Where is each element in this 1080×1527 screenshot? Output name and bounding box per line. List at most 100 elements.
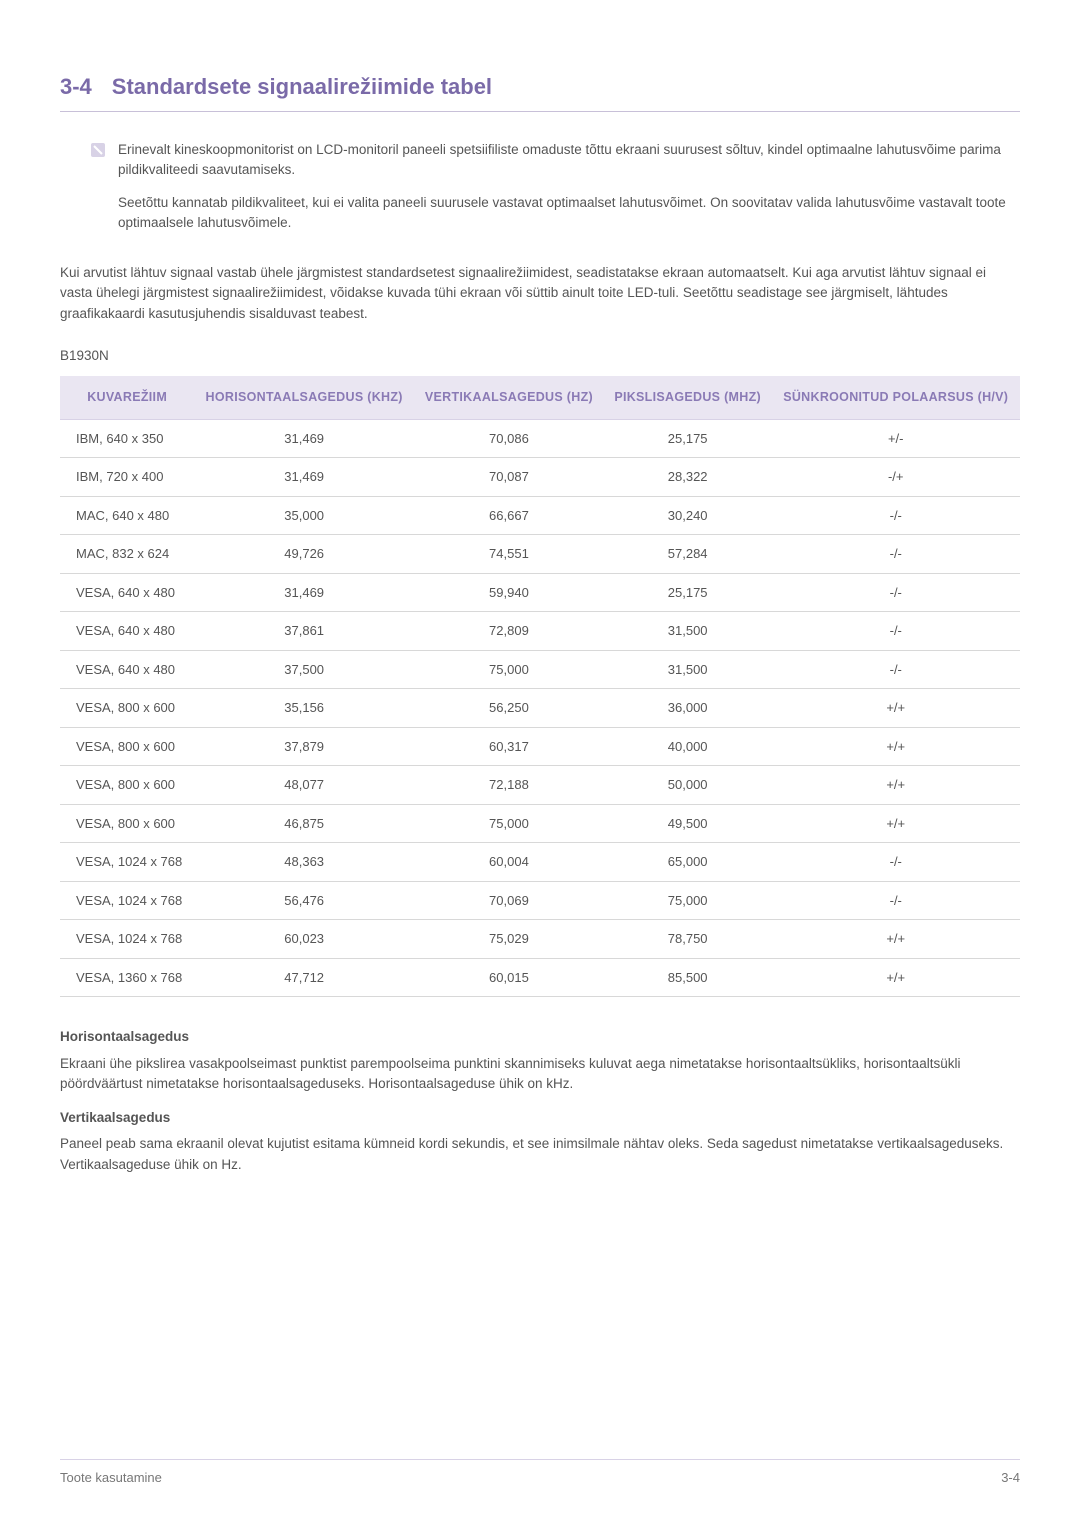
table-cell: 60,015 (414, 958, 604, 997)
table-cell: 60,317 (414, 727, 604, 766)
table-row: IBM, 640 x 35031,46970,08625,175+/- (60, 419, 1020, 458)
table-cell: VESA, 800 x 600 (60, 804, 194, 843)
table-cell: -/- (772, 612, 1021, 651)
table-cell: -/- (772, 535, 1021, 574)
table-header-row: KUVAREŽIIM HORISONTAALSAGEDUS (KHZ) VERT… (60, 376, 1020, 419)
table-cell: VESA, 640 x 480 (60, 650, 194, 689)
table-cell: 48,077 (194, 766, 414, 805)
table-cell: -/- (772, 496, 1021, 535)
table-cell: 37,500 (194, 650, 414, 689)
table-cell: 78,750 (604, 920, 772, 959)
table-cell: +/+ (772, 689, 1021, 728)
table-cell: 75,000 (414, 804, 604, 843)
table-cell: VESA, 800 x 600 (60, 689, 194, 728)
page-footer: Toote kasutamine 3-4 (60, 1459, 1020, 1488)
table-cell: +/+ (772, 804, 1021, 843)
def-v-body: Paneel peab sama ekraanil olevat kujutis… (60, 1134, 1020, 1175)
section-heading: 3-4 Standardsete signaalirežiimide tabel (60, 70, 1020, 112)
table-cell: 47,712 (194, 958, 414, 997)
table-cell: 31,500 (604, 650, 772, 689)
model-label: B1930N (60, 346, 1020, 366)
table-body: IBM, 640 x 35031,46970,08625,175+/-IBM, … (60, 419, 1020, 997)
table-cell: 31,500 (604, 612, 772, 651)
table-row: VESA, 800 x 60046,87575,00049,500+/+ (60, 804, 1020, 843)
col-mode: KUVAREŽIIM (60, 376, 194, 419)
table-cell: 72,188 (414, 766, 604, 805)
table-cell: 60,023 (194, 920, 414, 959)
table-cell: 25,175 (604, 573, 772, 612)
def-h-title: Horisontaalsagedus (60, 1027, 1020, 1047)
info-icon (90, 142, 106, 164)
table-cell: 49,500 (604, 804, 772, 843)
col-polarity: SÜNKROONITUD POLAARSUS (H/V) (772, 376, 1021, 419)
table-cell: -/- (772, 843, 1021, 882)
table-cell: VESA, 640 x 480 (60, 573, 194, 612)
def-h-body: Ekraani ühe pikslirea vasakpoolseimast p… (60, 1054, 1020, 1095)
table-cell: +/- (772, 419, 1021, 458)
table-cell: 31,469 (194, 419, 414, 458)
table-cell: 48,363 (194, 843, 414, 882)
table-row: VESA, 640 x 48031,46959,94025,175-/- (60, 573, 1020, 612)
table-cell: 72,809 (414, 612, 604, 651)
table-cell: -/+ (772, 458, 1021, 497)
table-head: KUVAREŽIIM HORISONTAALSAGEDUS (KHZ) VERT… (60, 376, 1020, 419)
table-row: MAC, 832 x 62449,72674,55157,284-/- (60, 535, 1020, 574)
table-cell: 50,000 (604, 766, 772, 805)
col-vfreq: VERTIKAALSAGEDUS (HZ) (414, 376, 604, 419)
table-cell: 59,940 (414, 573, 604, 612)
table-cell: 36,000 (604, 689, 772, 728)
table-row: VESA, 1024 x 76860,02375,02978,750+/+ (60, 920, 1020, 959)
table-cell: IBM, 720 x 400 (60, 458, 194, 497)
table-cell: MAC, 832 x 624 (60, 535, 194, 574)
table-row: MAC, 640 x 48035,00066,66730,240-/- (60, 496, 1020, 535)
table-cell: -/- (772, 573, 1021, 612)
note-block: Erinevalt kineskoopmonitorist on LCD-mon… (60, 140, 1020, 245)
note-para-2: Seetõttu kannatab pildikvaliteet, kui ei… (118, 193, 1020, 234)
table-cell: -/- (772, 881, 1021, 920)
definitions: Horisontaalsagedus Ekraani ühe pikslirea… (60, 1027, 1020, 1175)
table-cell: 37,879 (194, 727, 414, 766)
table-cell: 49,726 (194, 535, 414, 574)
table-cell: 70,086 (414, 419, 604, 458)
table-cell: 31,469 (194, 573, 414, 612)
table-cell: VESA, 1024 x 768 (60, 920, 194, 959)
table-row: VESA, 640 x 48037,86172,80931,500-/- (60, 612, 1020, 651)
table-cell: +/+ (772, 958, 1021, 997)
note-text: Erinevalt kineskoopmonitorist on LCD-mon… (118, 140, 1020, 245)
table-cell: +/+ (772, 727, 1021, 766)
table-cell: VESA, 1024 x 768 (60, 843, 194, 882)
table-cell: VESA, 1360 x 768 (60, 958, 194, 997)
table-cell: VESA, 640 x 480 (60, 612, 194, 651)
page: 3-4 Standardsete signaalirežiimide tabel… (0, 0, 1080, 1527)
note-para-1: Erinevalt kineskoopmonitorist on LCD-mon… (118, 140, 1020, 181)
table-cell: 75,029 (414, 920, 604, 959)
table-cell: 85,500 (604, 958, 772, 997)
table-cell: 60,004 (414, 843, 604, 882)
table-cell: 66,667 (414, 496, 604, 535)
table-row: VESA, 800 x 60035,15656,25036,000+/+ (60, 689, 1020, 728)
table-cell: +/+ (772, 766, 1021, 805)
table-cell: 30,240 (604, 496, 772, 535)
table-cell: 35,156 (194, 689, 414, 728)
table-cell: 57,284 (604, 535, 772, 574)
footer-right: 3-4 (1001, 1468, 1020, 1488)
table-cell: 70,069 (414, 881, 604, 920)
table-cell: VESA, 800 x 600 (60, 766, 194, 805)
table-row: VESA, 1024 x 76848,36360,00465,000-/- (60, 843, 1020, 882)
table-row: IBM, 720 x 40031,46970,08728,322-/+ (60, 458, 1020, 497)
table-cell: 35,000 (194, 496, 414, 535)
def-v-title: Vertikaalsagedus (60, 1108, 1020, 1128)
table-cell: VESA, 800 x 600 (60, 727, 194, 766)
body-paragraph: Kui arvutist lähtuv signaal vastab ühele… (60, 263, 1020, 324)
table-row: VESA, 800 x 60048,07772,18850,000+/+ (60, 766, 1020, 805)
table-cell: -/- (772, 650, 1021, 689)
table-cell: 31,469 (194, 458, 414, 497)
table-cell: 40,000 (604, 727, 772, 766)
table-cell: 25,175 (604, 419, 772, 458)
table-cell: 74,551 (414, 535, 604, 574)
col-hfreq: HORISONTAALSAGEDUS (KHZ) (194, 376, 414, 419)
table-cell: 56,476 (194, 881, 414, 920)
table-cell: VESA, 1024 x 768 (60, 881, 194, 920)
col-pixclock: PIKSLISAGEDUS (MHZ) (604, 376, 772, 419)
table-cell: IBM, 640 x 350 (60, 419, 194, 458)
